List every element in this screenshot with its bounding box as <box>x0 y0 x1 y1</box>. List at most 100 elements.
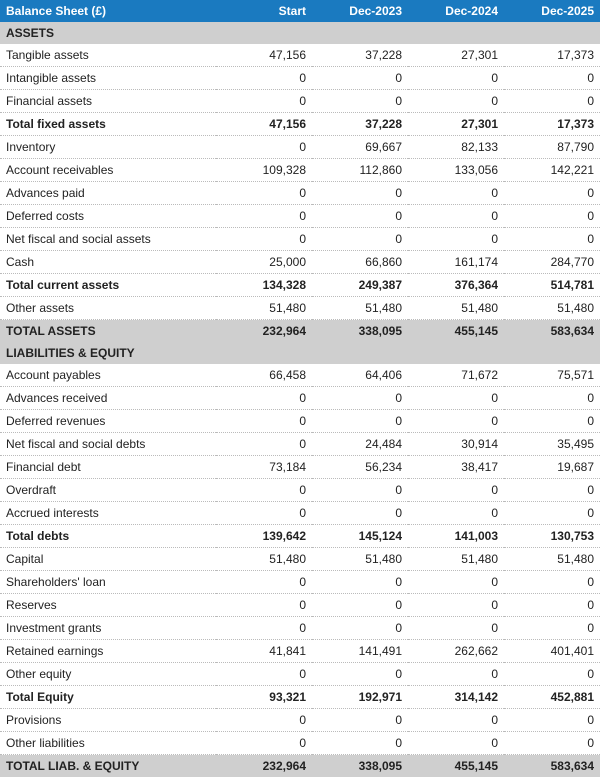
row-label: Financial debt <box>0 456 216 479</box>
cell-value: 0 <box>312 205 408 228</box>
table-row: Total current assets134,328249,387376,36… <box>0 274 600 297</box>
table-row: Reserves0000 <box>0 594 600 617</box>
cell-value: 0 <box>216 502 312 525</box>
cell-value: 47,156 <box>216 113 312 136</box>
cell-value: 284,770 <box>504 251 600 274</box>
table-row: Advances received0000 <box>0 387 600 410</box>
cell-value: 0 <box>312 182 408 205</box>
cell-value: 0 <box>504 617 600 640</box>
cell-value: 51,480 <box>216 297 312 320</box>
cell-value: 109,328 <box>216 159 312 182</box>
table-row: Net fiscal and social assets0000 <box>0 228 600 251</box>
cell-value: 130,753 <box>504 525 600 548</box>
cell-value: 0 <box>408 594 504 617</box>
cell-value: 35,495 <box>504 433 600 456</box>
cell-value: 0 <box>408 228 504 251</box>
cell-value: 87,790 <box>504 136 600 159</box>
cell-value: 30,914 <box>408 433 504 456</box>
cell-value: 249,387 <box>312 274 408 297</box>
cell-value: 0 <box>312 732 408 755</box>
table-row: Retained earnings41,841141,491262,662401… <box>0 640 600 663</box>
cell-value: 37,228 <box>312 44 408 67</box>
table-row: Other equity0000 <box>0 663 600 686</box>
cell-value: 73,184 <box>216 456 312 479</box>
row-label: TOTAL ASSETS <box>0 320 216 343</box>
cell-value: 0 <box>408 732 504 755</box>
table-row: Inventory069,66782,13387,790 <box>0 136 600 159</box>
cell-value: 0 <box>504 182 600 205</box>
cell-value: 141,491 <box>312 640 408 663</box>
cell-value: 0 <box>312 228 408 251</box>
row-label: Net fiscal and social assets <box>0 228 216 251</box>
cell-value: 51,480 <box>216 548 312 571</box>
cell-value: 0 <box>408 502 504 525</box>
cell-value: 161,174 <box>408 251 504 274</box>
cell-value: 141,003 <box>408 525 504 548</box>
cell-value: 455,145 <box>408 320 504 343</box>
cell-value: 376,364 <box>408 274 504 297</box>
table-row: Capital51,48051,48051,48051,480 <box>0 548 600 571</box>
cell-value: 232,964 <box>216 320 312 343</box>
row-label: Cash <box>0 251 216 274</box>
table-row: Deferred costs0000 <box>0 205 600 228</box>
cell-value: 0 <box>312 410 408 433</box>
table-row: Investment grants0000 <box>0 617 600 640</box>
cell-value: 0 <box>504 387 600 410</box>
row-label: Total current assets <box>0 274 216 297</box>
header-col-3: Dec-2025 <box>504 0 600 22</box>
cell-value: 0 <box>504 732 600 755</box>
cell-value: 27,301 <box>408 113 504 136</box>
balance-sheet-table: Balance Sheet (£) Start Dec-2023 Dec-202… <box>0 0 600 777</box>
table-row: TOTAL LIAB. & EQUITY232,964338,095455,14… <box>0 755 600 777</box>
row-label: Tangible assets <box>0 44 216 67</box>
row-label: Deferred revenues <box>0 410 216 433</box>
cell-value: 583,634 <box>504 755 600 777</box>
cell-value: 66,860 <box>312 251 408 274</box>
cell-value: 0 <box>216 205 312 228</box>
cell-value: 0 <box>408 182 504 205</box>
cell-value: 51,480 <box>312 548 408 571</box>
cell-value: 0 <box>312 617 408 640</box>
cell-value: 17,373 <box>504 113 600 136</box>
row-label: Financial assets <box>0 90 216 113</box>
row-label: Other equity <box>0 663 216 686</box>
table-row: Intangible assets0000 <box>0 67 600 90</box>
row-label: Account receivables <box>0 159 216 182</box>
cell-value: 0 <box>312 709 408 732</box>
header-col-0: Start <box>216 0 312 22</box>
table-row: Tangible assets47,15637,22827,30117,373 <box>0 44 600 67</box>
cell-value: 0 <box>504 709 600 732</box>
cell-value: 0 <box>312 387 408 410</box>
table-row: Other liabilities0000 <box>0 732 600 755</box>
row-label: Total Equity <box>0 686 216 709</box>
cell-value: 232,964 <box>216 755 312 777</box>
cell-value: 51,480 <box>408 297 504 320</box>
table-row: Financial debt73,18456,23438,41719,687 <box>0 456 600 479</box>
cell-value: 0 <box>312 571 408 594</box>
cell-value: 0 <box>504 228 600 251</box>
cell-value: 0 <box>408 90 504 113</box>
cell-value: 0 <box>312 479 408 502</box>
cell-value: 24,484 <box>312 433 408 456</box>
cell-value: 0 <box>216 182 312 205</box>
row-label: Advances received <box>0 387 216 410</box>
table-row: Total fixed assets47,15637,22827,30117,3… <box>0 113 600 136</box>
cell-value: 0 <box>504 479 600 502</box>
cell-value: 192,971 <box>312 686 408 709</box>
row-label: Other liabilities <box>0 732 216 755</box>
cell-value: 134,328 <box>216 274 312 297</box>
row-label: Deferred costs <box>0 205 216 228</box>
cell-value: 0 <box>216 67 312 90</box>
row-label: Overdraft <box>0 479 216 502</box>
section-label: LIABILITIES & EQUITY <box>0 342 600 364</box>
cell-value: 401,401 <box>504 640 600 663</box>
header-col-2: Dec-2024 <box>408 0 504 22</box>
cell-value: 139,642 <box>216 525 312 548</box>
cell-value: 0 <box>312 663 408 686</box>
table-row: Shareholders' loan0000 <box>0 571 600 594</box>
row-label: Total fixed assets <box>0 113 216 136</box>
cell-value: 75,571 <box>504 364 600 387</box>
cell-value: 452,881 <box>504 686 600 709</box>
row-label: Shareholders' loan <box>0 571 216 594</box>
cell-value: 0 <box>216 663 312 686</box>
